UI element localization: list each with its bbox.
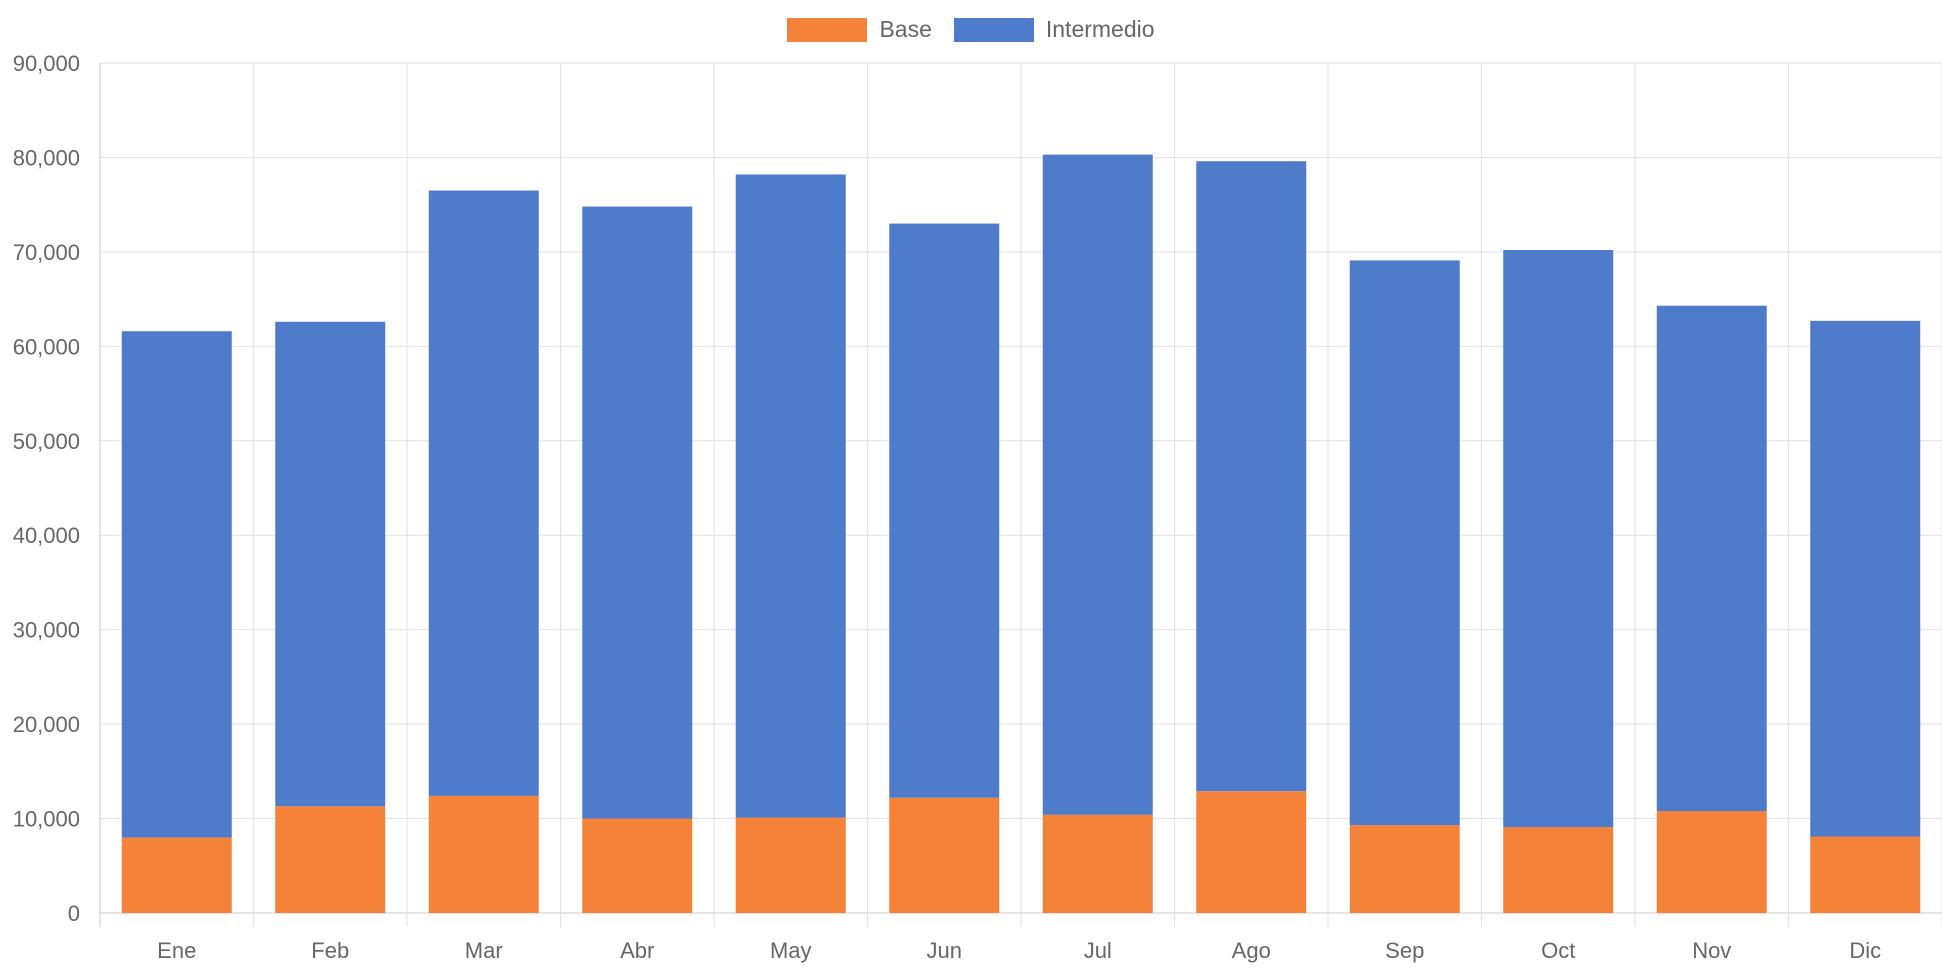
y-tick-label: 20,000 xyxy=(13,712,80,737)
y-tick-label: 0 xyxy=(68,901,80,926)
bar-intermedio-mar xyxy=(428,190,539,796)
bar-base-feb xyxy=(275,806,386,913)
legend-item-intermedio[interactable]: Intermedio xyxy=(953,16,1155,43)
legend-label-intermedio: Intermedio xyxy=(1045,16,1155,42)
y-tick-label: 60,000 xyxy=(13,334,80,359)
x-tick-label: Feb xyxy=(311,938,349,963)
x-tick-label: Mar xyxy=(465,938,503,963)
legend-label-base: Base xyxy=(879,16,932,42)
bar-intermedio-feb xyxy=(275,321,386,807)
x-tick-label: Oct xyxy=(1541,938,1575,963)
bar-base-may xyxy=(735,817,846,913)
x-tick-label: Jul xyxy=(1084,938,1112,963)
bar-intermedio-oct xyxy=(1503,250,1614,828)
bar-intermedio-ene xyxy=(121,331,232,838)
y-tick-label: 50,000 xyxy=(13,429,80,454)
bar-base-dic xyxy=(1810,836,1921,913)
x-tick-label: Jun xyxy=(927,938,962,963)
bar-base-mar xyxy=(428,795,539,913)
y-tick-label: 90,000 xyxy=(13,51,80,76)
bar-base-jun xyxy=(889,797,1000,913)
bar-base-abr xyxy=(582,818,693,913)
legend-swatch-base xyxy=(787,17,868,42)
x-tick-label: Ene xyxy=(157,938,196,963)
bar-base-ago xyxy=(1196,791,1307,913)
y-tick-label: 10,000 xyxy=(13,807,80,832)
bar-intermedio-abr xyxy=(582,206,693,819)
y-tick-label: 70,000 xyxy=(13,240,80,265)
x-tick-label: Abr xyxy=(620,938,654,963)
bar-base-ene xyxy=(121,837,232,913)
bar-base-nov xyxy=(1656,811,1767,913)
x-tick-label: Sep xyxy=(1385,938,1424,963)
y-tick-label: 30,000 xyxy=(13,618,80,643)
bar-base-oct xyxy=(1503,827,1614,913)
x-tick-label: Ago xyxy=(1232,938,1271,963)
chart-legend: Base Intermedio xyxy=(0,16,1942,43)
bar-intermedio-jul xyxy=(1042,154,1153,815)
x-tick-label: May xyxy=(770,938,812,963)
x-tick-label: Nov xyxy=(1692,938,1731,963)
bar-base-jul xyxy=(1042,814,1153,913)
legend-item-base[interactable]: Base xyxy=(787,16,932,43)
y-tick-label: 40,000 xyxy=(13,523,80,548)
bar-intermedio-dic xyxy=(1810,320,1921,837)
x-tick-label: Dic xyxy=(1849,938,1881,963)
legend-swatch-intermedio xyxy=(953,17,1034,42)
y-tick-label: 80,000 xyxy=(13,145,80,170)
bar-intermedio-nov xyxy=(1656,305,1767,811)
bar-intermedio-may xyxy=(735,174,846,818)
bar-intermedio-sep xyxy=(1349,260,1460,826)
bar-intermedio-ago xyxy=(1196,161,1307,792)
bar-intermedio-jun xyxy=(889,223,1000,798)
bar-base-sep xyxy=(1349,825,1460,913)
